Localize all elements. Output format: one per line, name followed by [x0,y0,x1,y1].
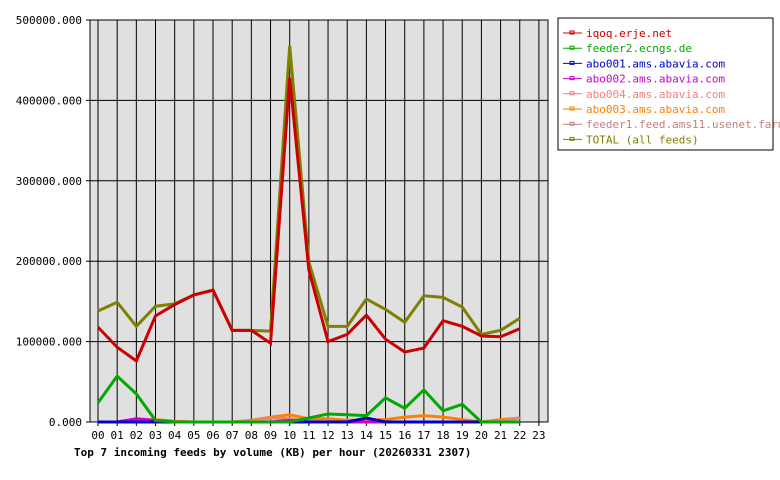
legend-marker [569,106,575,111]
x-tick-label: 05 [187,429,200,442]
x-tick-label: 09 [264,429,277,442]
legend-label: feeder2.ecngs.de [586,42,692,55]
y-tick-label: 0.000 [49,416,82,429]
x-tick-label: 11 [302,429,315,442]
x-tick-label: 00 [91,429,104,442]
x-tick-label: 17 [417,429,430,442]
x-tick-label: 02 [130,429,143,442]
x-tick-label: 06 [206,429,219,442]
legend-marker [569,60,575,65]
y-tick-label: 300000.000 [16,175,82,188]
x-tick-label: 20 [475,429,488,442]
legend-label: abo001.ams.abavia.com [586,57,725,70]
legend-label: iqoq.erje.net [586,27,672,40]
x-tick-label: 23 [532,429,545,442]
chart-title: Top 7 incoming feeds by volume (KB) per … [74,446,471,459]
legend-marker [569,45,575,50]
x-tick-label: 07 [226,429,239,442]
legend-label: abo002.ams.abavia.com [586,73,725,86]
legend-label: abo004.ams.abavia.com [586,88,725,101]
x-tick-label: 19 [456,429,469,442]
x-tick-label: 14 [360,429,374,442]
y-tick-label: 100000.000 [16,336,82,349]
legend-marker [569,121,575,126]
x-tick-label: 01 [111,429,124,442]
x-tick-label: 21 [494,429,507,442]
x-tick-label: 15 [379,429,392,442]
x-tick-label: 16 [398,429,411,442]
legend-label: abo003.ams.abavia.com [586,103,725,116]
y-tick-label: 500000.000 [16,14,82,27]
x-tick-label: 13 [341,429,354,442]
x-tick-label: 12 [321,429,334,442]
x-tick-label: 22 [513,429,526,442]
legend-marker [569,91,575,96]
x-tick-label: 03 [149,429,162,442]
x-tick-label: 08 [245,429,258,442]
x-tick-label: 04 [168,429,182,442]
x-tick-label: 18 [436,429,449,442]
legend [557,17,774,151]
legend-marker [569,136,575,141]
legend-marker [569,30,575,35]
y-tick-label: 200000.000 [16,255,82,268]
y-tick-label: 400000.000 [16,94,82,107]
x-tick-label: 10 [283,429,296,442]
plot-area [89,19,549,423]
legend-marker [569,76,575,81]
legend-label: TOTAL (all feeds) [586,133,699,146]
legend-label: feeder1.feed.ams11.usenet.farm [586,118,780,131]
